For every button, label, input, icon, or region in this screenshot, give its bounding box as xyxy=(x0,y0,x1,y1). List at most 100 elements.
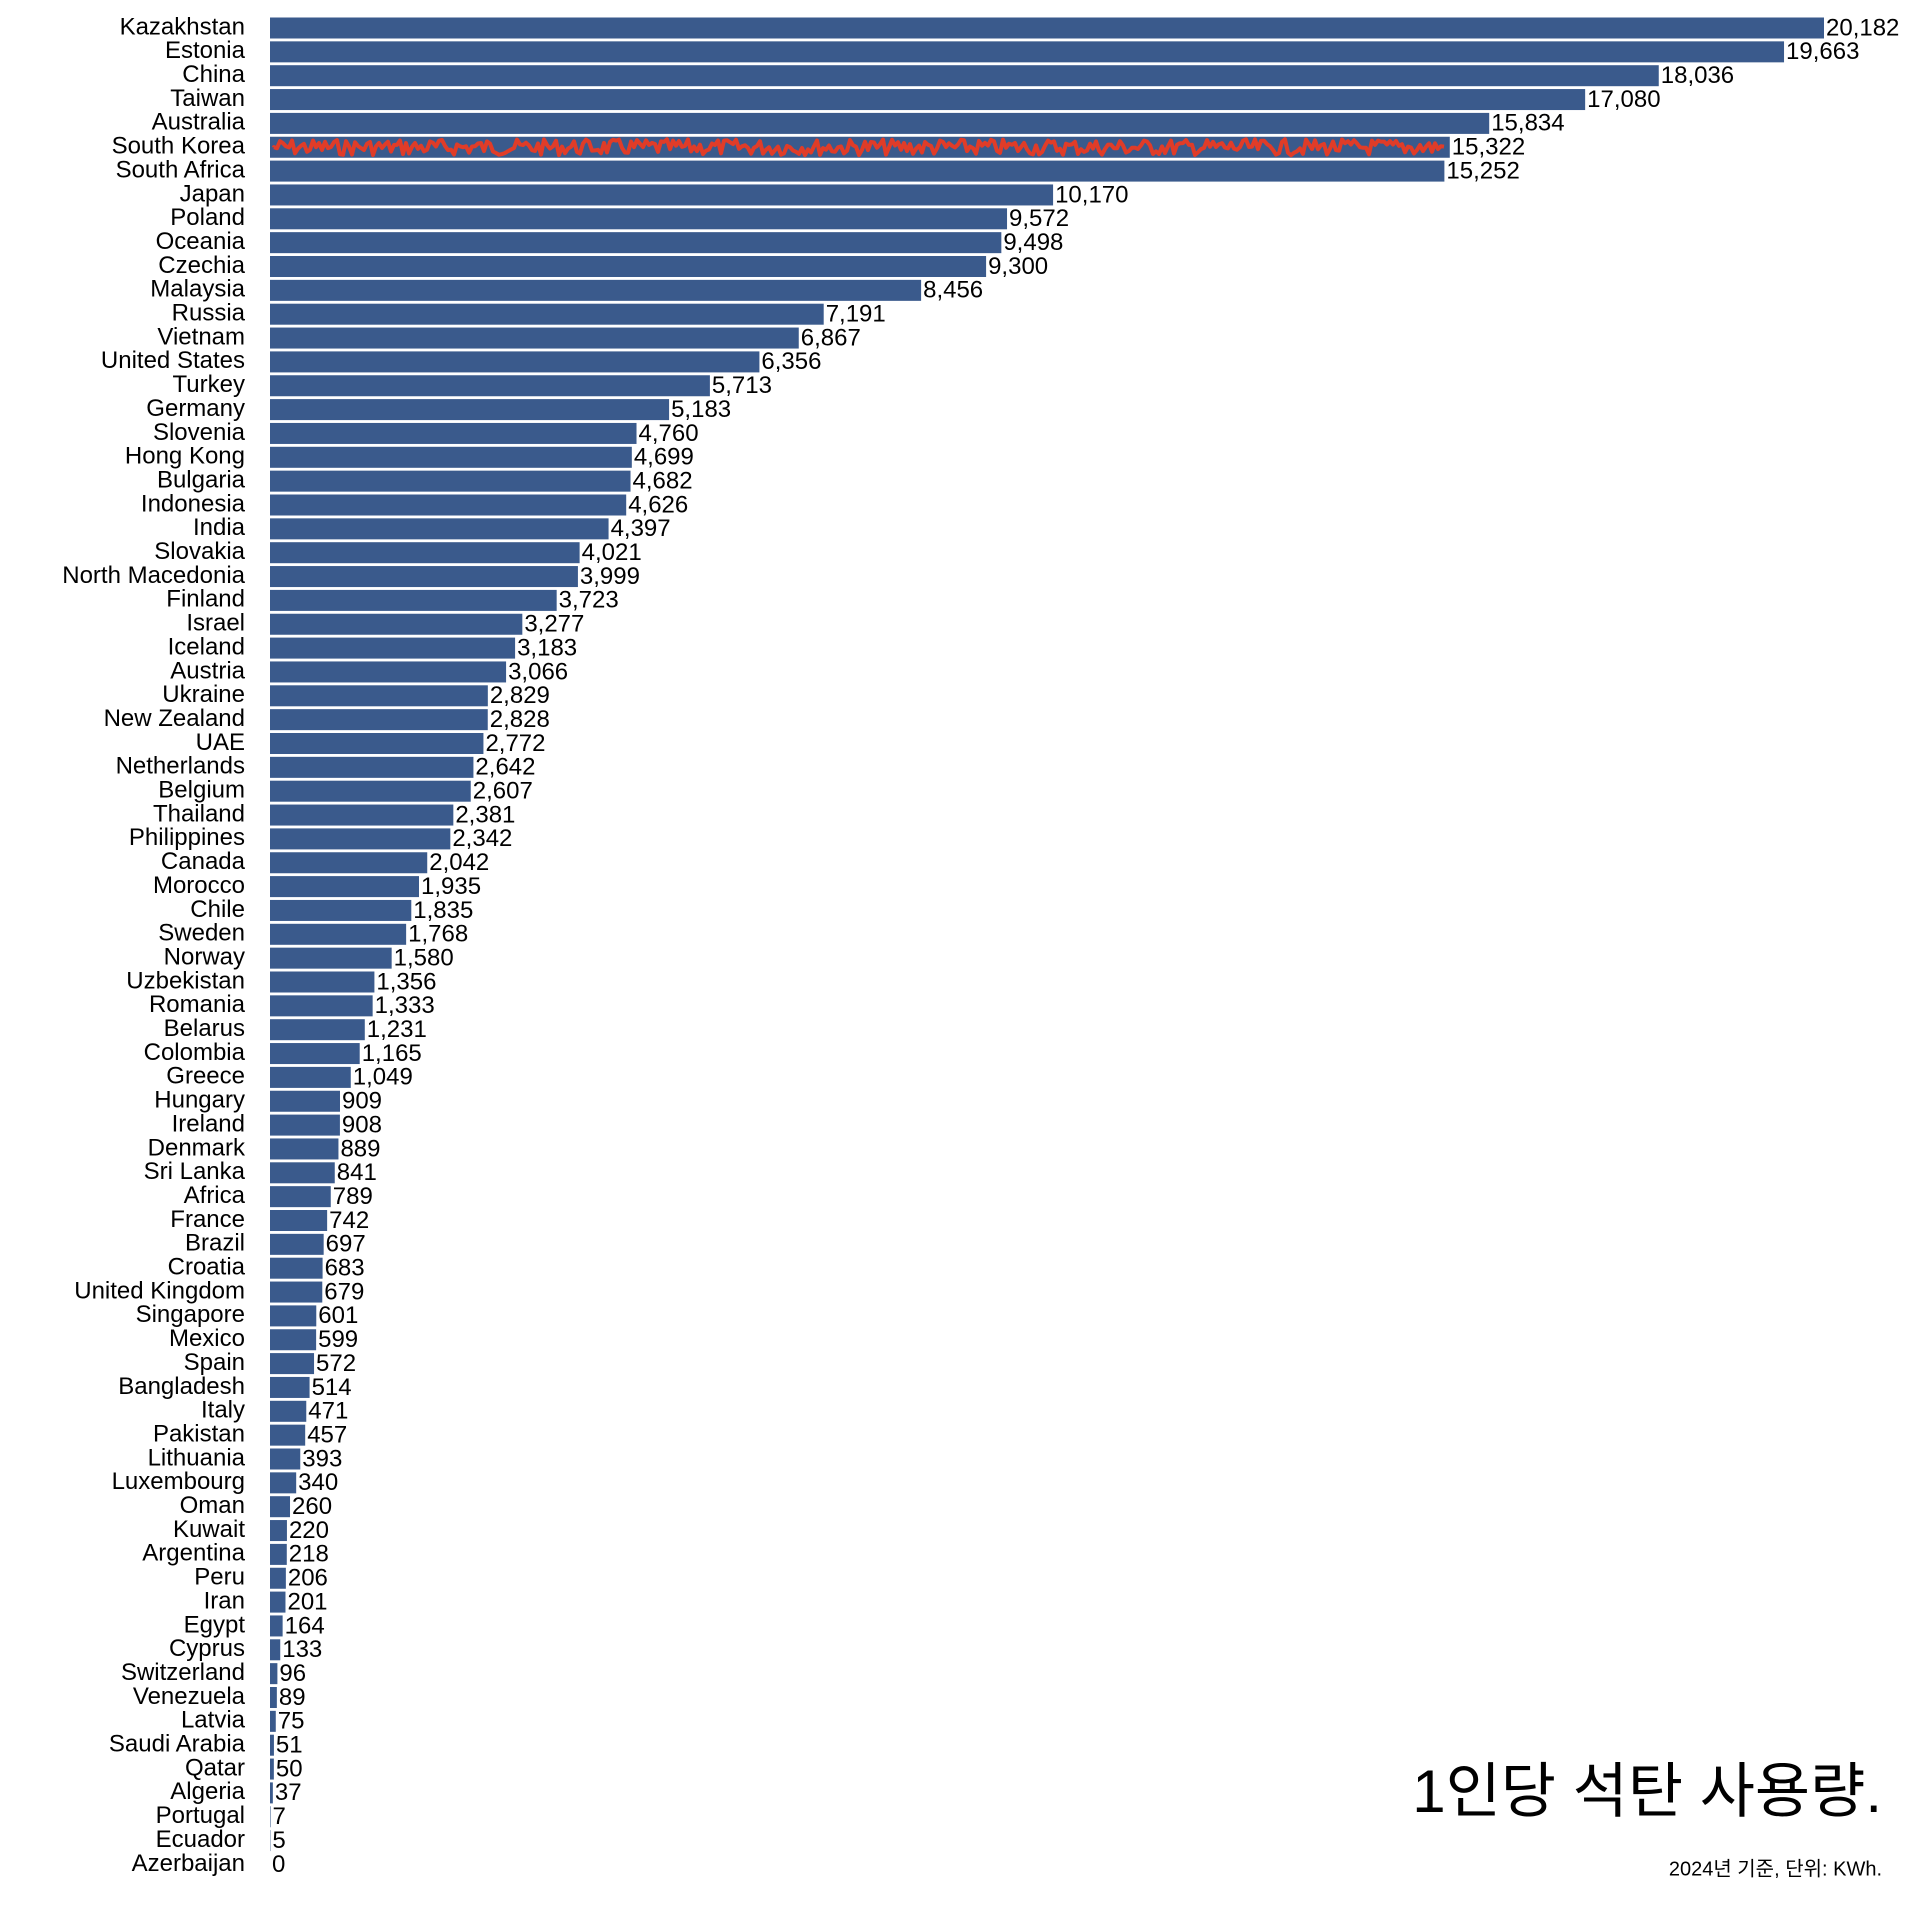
value-label: 2,829 xyxy=(490,682,550,709)
value-label: 20,182 xyxy=(1826,14,1899,41)
y-tick-label: Greece xyxy=(166,1063,245,1090)
y-tick-label: Japan xyxy=(180,180,245,207)
y-tick-label: Kuwait xyxy=(173,1516,245,1543)
value-label: 18,036 xyxy=(1661,62,1734,89)
bar xyxy=(270,17,1824,39)
value-label: 1,333 xyxy=(375,992,435,1019)
bar xyxy=(270,422,637,444)
bar xyxy=(270,184,1054,206)
y-tick-label: Colombia xyxy=(144,1039,246,1066)
bar xyxy=(270,1472,297,1494)
value-label: 1,165 xyxy=(362,1040,422,1067)
value-label: 572 xyxy=(316,1350,356,1377)
value-label: 9,300 xyxy=(988,253,1048,280)
value-label: 3,183 xyxy=(517,634,577,661)
bar xyxy=(270,232,1002,254)
value-label: 679 xyxy=(324,1278,364,1305)
y-tick-label: Saudi Arabia xyxy=(109,1731,246,1758)
bar xyxy=(270,1567,286,1589)
value-label: 6,867 xyxy=(801,324,861,351)
bar xyxy=(270,41,1785,63)
bar xyxy=(270,1615,283,1637)
bar xyxy=(270,1758,274,1780)
bar xyxy=(270,112,1490,134)
bar xyxy=(270,1376,310,1398)
value-label: 457 xyxy=(307,1421,347,1448)
bar xyxy=(270,613,523,635)
bar xyxy=(270,733,484,754)
value-label: 5,713 xyxy=(712,372,772,399)
value-label: 340 xyxy=(298,1469,338,1496)
value-label: 2,772 xyxy=(485,730,545,757)
y-tick-label: Belgium xyxy=(158,777,245,804)
bar xyxy=(270,208,1008,230)
y-tick-label: Ecuador xyxy=(156,1826,245,1853)
bar xyxy=(270,279,922,301)
value-label: 2,381 xyxy=(455,801,515,828)
bar xyxy=(270,1233,324,1255)
y-tick-label: Bulgaria xyxy=(157,466,246,493)
y-tick-label: Bangladesh xyxy=(118,1373,245,1400)
value-label: 4,397 xyxy=(611,515,671,542)
y-tick-label: Lithuania xyxy=(148,1444,246,1471)
y-tick-label: Spain xyxy=(184,1349,245,1376)
y-tick-label: Australia xyxy=(152,109,246,136)
bar xyxy=(270,1663,278,1685)
y-tick-label: India xyxy=(193,514,246,541)
y-tick-label: Ukraine xyxy=(162,681,245,708)
value-label: 0 xyxy=(272,1851,285,1878)
y-tick-label: Ireland xyxy=(172,1110,245,1137)
value-label: 37 xyxy=(275,1779,302,1806)
y-tick-label: Iceland xyxy=(168,633,245,660)
value-label: 3,723 xyxy=(559,587,619,614)
bar xyxy=(270,685,488,707)
y-tick-label: Israel xyxy=(186,610,245,637)
bar xyxy=(270,756,474,778)
y-tick-label: Luxembourg xyxy=(112,1468,245,1495)
bar xyxy=(270,876,419,898)
highlight-scribble xyxy=(272,137,1445,158)
value-label: 15,322 xyxy=(1452,134,1525,161)
value-label: 3,277 xyxy=(524,611,584,638)
value-label: 1,049 xyxy=(353,1064,413,1091)
y-tick-label: Italy xyxy=(201,1397,245,1424)
value-label: 4,760 xyxy=(639,420,699,447)
value-label: 909 xyxy=(342,1088,382,1115)
bar xyxy=(270,780,471,802)
bar xyxy=(270,995,373,1017)
bar xyxy=(270,1806,271,1828)
value-label: 841 xyxy=(337,1159,377,1186)
bar xyxy=(270,589,557,611)
value-label: 15,252 xyxy=(1446,157,1519,184)
y-tick-label: Oceania xyxy=(156,228,246,255)
y-tick-label: Iran xyxy=(204,1587,245,1614)
value-label: 96 xyxy=(279,1660,306,1687)
value-label: 5 xyxy=(272,1827,285,1854)
value-label: 1,935 xyxy=(421,873,481,900)
y-tick-label: Russia xyxy=(172,300,246,327)
bar xyxy=(270,375,710,397)
bar xyxy=(270,1114,340,1136)
y-tick-label: Mexico xyxy=(169,1325,245,1352)
bar xyxy=(270,542,580,564)
y-tick-label: Cyprus xyxy=(169,1635,245,1662)
y-tick-label: Thailand xyxy=(153,800,245,827)
y-tick-label: Peru xyxy=(194,1564,245,1591)
y-tick-label: Czechia xyxy=(158,252,245,279)
y-tick-label: Portugal xyxy=(156,1802,245,1829)
y-tick-label: Finland xyxy=(166,586,245,613)
y-tick-label: Argentina xyxy=(142,1540,245,1567)
y-tick-label: Africa xyxy=(184,1182,246,1209)
y-tick-label: Poland xyxy=(170,204,245,231)
y-tick-label: UAE xyxy=(196,729,245,756)
value-label: 218 xyxy=(289,1541,329,1568)
y-tick-label: New Zealand xyxy=(104,705,245,732)
bar xyxy=(270,1090,340,1112)
value-label: 2,642 xyxy=(475,754,535,781)
bar xyxy=(270,1019,365,1041)
bar xyxy=(270,1329,317,1351)
value-label: 19,663 xyxy=(1786,38,1859,65)
bar xyxy=(270,1591,286,1613)
value-label: 1,356 xyxy=(376,968,436,995)
value-label: 8,456 xyxy=(923,277,983,304)
